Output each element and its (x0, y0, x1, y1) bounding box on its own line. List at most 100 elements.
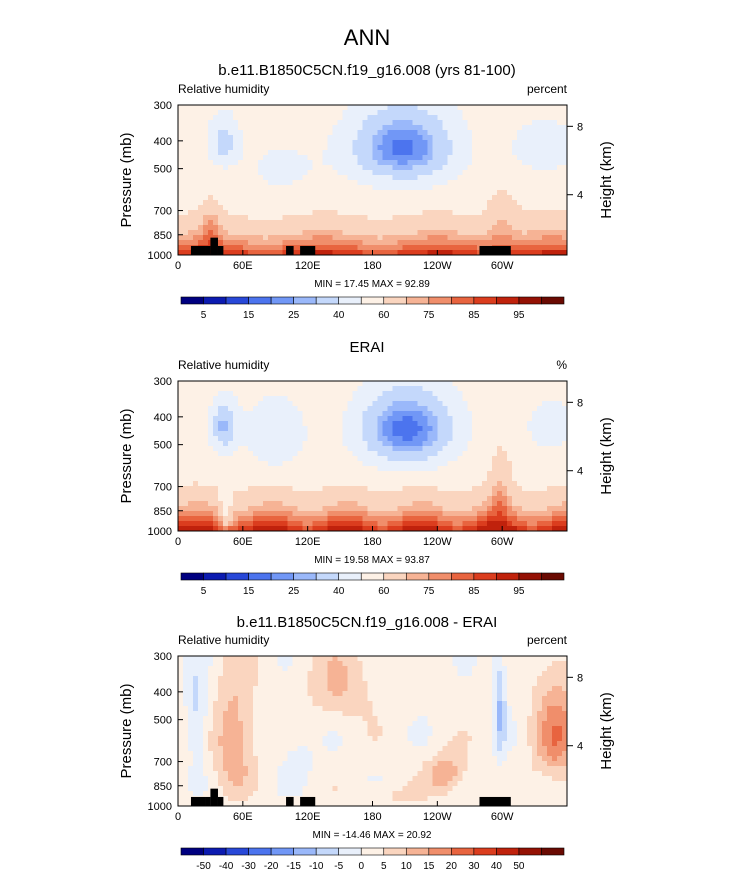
contour-cell (342, 235, 348, 241)
contour-cell (482, 401, 488, 407)
contour-cell (522, 486, 528, 492)
contour-cell (262, 451, 269, 457)
contour-cell (422, 516, 428, 522)
contour-cell (502, 501, 508, 507)
contour-cell (467, 421, 473, 427)
contour-cell (372, 200, 378, 206)
contour-cell (327, 185, 334, 191)
colorbar-swatch (293, 296, 317, 305)
contour-cell (487, 391, 493, 397)
contour-cell (437, 110, 443, 116)
contour-cell (337, 386, 343, 392)
contour-cell (472, 471, 478, 477)
contour-cell (297, 401, 304, 407)
contour-cell (232, 180, 239, 186)
contour-cell (297, 175, 304, 181)
contour-cell (178, 235, 184, 241)
contour-cell (382, 230, 388, 236)
contour-cell (257, 220, 264, 226)
contour-cell (472, 446, 478, 452)
contour-cell (357, 175, 363, 181)
contour-cell (282, 165, 289, 171)
contour-cell (252, 391, 259, 397)
contour-cell (397, 185, 403, 191)
contour-cell (242, 456, 249, 462)
contour-cell (462, 220, 468, 226)
contour-cell (292, 210, 299, 216)
colorbar-swatch (518, 572, 542, 581)
contour-cell (392, 250, 398, 256)
contour-cell (232, 245, 239, 251)
contour-cell (437, 501, 443, 507)
contour-cell (372, 501, 378, 507)
contour-cell (402, 451, 408, 457)
contour-cell (552, 521, 558, 527)
contour-cell (232, 220, 239, 226)
contour-cell (382, 411, 388, 417)
contour-cell (457, 150, 463, 156)
contour-cell (312, 210, 319, 216)
contour-cell (267, 235, 274, 241)
contour-cell (512, 516, 518, 522)
contour-cell (207, 225, 214, 231)
contour-cell (452, 506, 458, 512)
contour-cell (492, 210, 498, 216)
contour-cell (457, 165, 463, 171)
contour-cell (297, 155, 304, 161)
contour-cell (262, 115, 269, 121)
contour-cell (372, 160, 378, 166)
contour-cell (262, 661, 269, 667)
contour-cell (262, 140, 269, 146)
contour-field (178, 105, 568, 256)
contour-cell (372, 416, 378, 422)
contour-cell (267, 105, 274, 111)
contour-cell (287, 180, 294, 186)
contour-cell (437, 235, 443, 241)
contour-cell (212, 481, 219, 487)
contour-cell (537, 386, 543, 392)
contour-cell (227, 496, 234, 502)
contour-cell (397, 406, 403, 412)
contour-cell (422, 421, 428, 427)
contour-cell (407, 526, 413, 532)
contour-cell (222, 501, 229, 507)
contour-cell (427, 160, 433, 166)
contour-cell (212, 486, 219, 492)
contour-cell (522, 175, 528, 181)
contour-cell (367, 170, 373, 176)
contour-cell (362, 245, 368, 251)
contour-cell (522, 451, 528, 457)
contour-cell (382, 150, 388, 156)
contour-cell (277, 195, 284, 201)
contour-cell (237, 250, 244, 256)
contour-cell (452, 436, 458, 442)
contour-cell (507, 461, 513, 467)
contour-cell (247, 225, 254, 231)
contour-cell (482, 120, 488, 126)
contour-cell (252, 125, 259, 131)
contour-cell (342, 120, 348, 126)
contour-cell (492, 526, 498, 532)
contour-cell (387, 125, 393, 131)
contour-cell (522, 481, 528, 487)
contour-cell (512, 110, 518, 116)
contour-cell (402, 496, 408, 502)
contour-cell (257, 145, 264, 151)
contour-cell (432, 411, 438, 417)
contour-cell (502, 180, 508, 186)
contour-cell (247, 215, 254, 221)
contour-cell (257, 666, 264, 672)
contour-cell (527, 526, 533, 532)
contour-cell (257, 436, 264, 442)
contour-cell (462, 391, 468, 397)
contour-cell (377, 491, 383, 497)
contour-cell (512, 661, 518, 667)
contour-cell (477, 661, 483, 667)
contour-cell (277, 471, 284, 477)
contour-cell (217, 431, 224, 437)
contour-cell (557, 516, 563, 522)
contour-cell (432, 245, 438, 251)
contour-cell (522, 391, 528, 397)
contour-cell (437, 230, 443, 236)
contour-cell (392, 481, 398, 487)
